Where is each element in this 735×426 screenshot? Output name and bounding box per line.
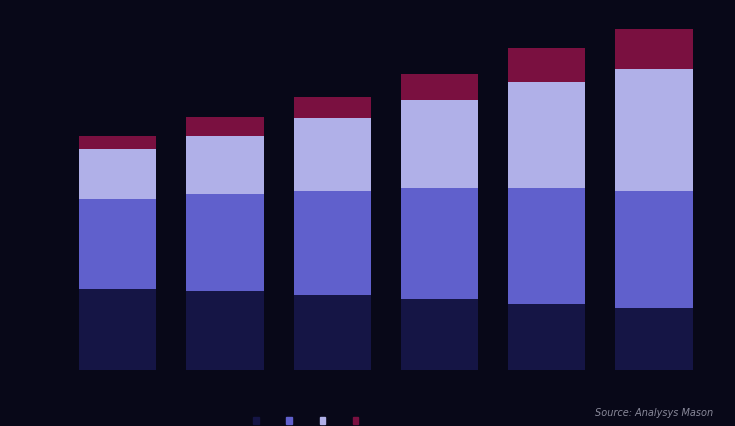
Legend: , , , : , , , (249, 412, 365, 426)
Bar (615, 191, 692, 308)
Bar (187, 117, 264, 136)
Bar (615, 30, 692, 69)
Bar (508, 83, 585, 189)
Bar (294, 191, 371, 295)
Bar (79, 150, 157, 199)
Bar (79, 199, 157, 290)
Bar (615, 69, 692, 191)
Bar (615, 308, 692, 371)
Bar (187, 195, 264, 292)
Bar (508, 189, 585, 304)
Bar (508, 49, 585, 83)
Bar (508, 304, 585, 371)
Bar (79, 136, 157, 150)
Bar (187, 292, 264, 371)
Bar (187, 136, 264, 195)
Bar (294, 295, 371, 371)
Bar (294, 119, 371, 191)
Bar (294, 98, 371, 119)
Bar (401, 299, 478, 371)
Bar (401, 101, 478, 189)
Bar (79, 290, 157, 371)
Text: Source: Analysys Mason: Source: Analysys Mason (595, 408, 713, 417)
Bar (401, 189, 478, 299)
Bar (401, 75, 478, 101)
